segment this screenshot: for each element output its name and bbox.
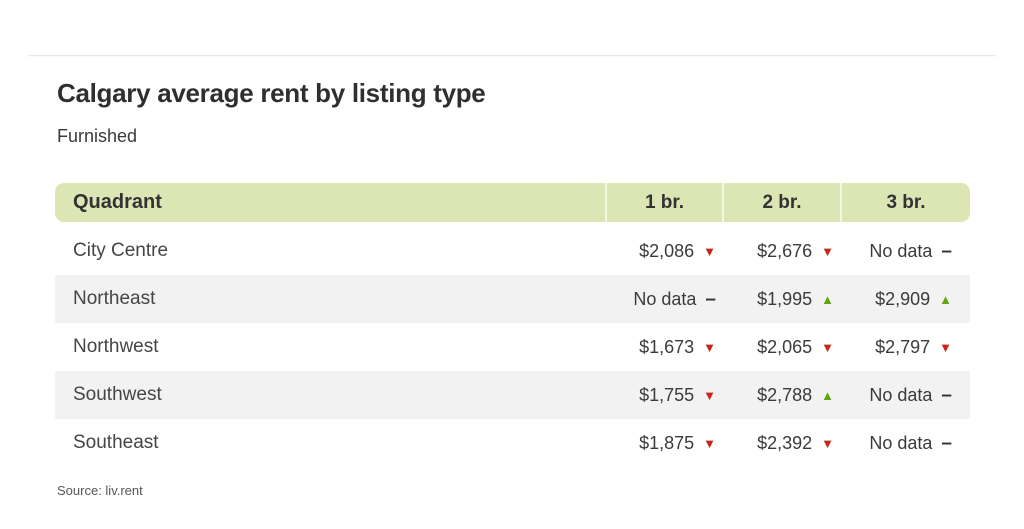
column-header-2br: 2 br. — [722, 183, 840, 222]
page-title: Calgary average rent by listing type — [57, 78, 486, 108]
column-header-3br: 3 br. — [840, 183, 970, 222]
rent-value-cell: $2,392 ▼ — [722, 419, 840, 467]
table-row: Northeast No data – $1,995 ▲ $2,909 ▲ — [55, 275, 970, 323]
trend-up-icon: ▲ — [939, 291, 952, 307]
rent-value: $1,875 — [639, 432, 695, 453]
quadrant-label: Southeast — [73, 432, 159, 453]
rent-value: $2,065 — [757, 336, 813, 357]
trend-down-icon: ▼ — [703, 339, 716, 355]
trend-down-icon: ▼ — [821, 339, 834, 355]
rent-value: $1,673 — [639, 336, 695, 357]
quadrant-label: City Centre — [73, 240, 169, 261]
table-header-row: Quadrant 1 br. 2 br. 3 br. — [55, 183, 970, 222]
rent-value-cell: $2,788 ▲ — [722, 371, 840, 419]
rent-value: $2,797 — [875, 336, 931, 357]
rent-value-cell: $1,875 ▼ — [605, 419, 722, 467]
rent-value: No data — [869, 240, 933, 261]
top-divider — [28, 55, 996, 56]
trend-down-icon: ▼ — [703, 243, 716, 259]
trend-down-icon: ▼ — [703, 435, 716, 451]
rent-value-cell: No data – — [840, 371, 970, 419]
page-subtitle: Furnished — [57, 126, 138, 146]
rent-value-cell: No data – — [840, 419, 970, 467]
table-row: Southeast $1,875 ▼ $2,392 ▼ No data – — [55, 419, 970, 467]
rent-value: $2,788 — [757, 384, 813, 405]
rent-value: $2,676 — [757, 240, 813, 261]
rent-table: Quadrant 1 br. 2 br. 3 br. City Centre $2… — [55, 183, 970, 467]
quadrant-label: Northeast — [73, 288, 156, 309]
table-row: City Centre $2,086 ▼ $2,676 ▼ No data – — [55, 227, 970, 275]
rent-value-cell: No data – — [840, 227, 970, 275]
rent-value-cell: No data – — [605, 275, 722, 323]
rent-value: $2,909 — [875, 288, 931, 309]
no-data-dash-icon: – — [941, 432, 952, 454]
source-note: Source: liv.rent — [57, 483, 143, 498]
column-header-1br: 1 br. — [605, 183, 722, 222]
trend-down-icon: ▼ — [703, 387, 716, 403]
rent-value: No data — [869, 384, 933, 405]
trend-up-icon: ▲ — [821, 387, 834, 403]
quadrant-label: Southwest — [73, 384, 162, 405]
rent-value-cell: $2,909 ▲ — [840, 275, 970, 323]
rent-value-cell: $2,065 ▼ — [722, 323, 840, 371]
rent-value-cell: $2,797 ▼ — [840, 323, 970, 371]
trend-down-icon: ▼ — [939, 339, 952, 355]
no-data-dash-icon: – — [941, 384, 952, 406]
rent-value: $2,086 — [639, 240, 695, 261]
rent-value-cell: $1,673 ▼ — [605, 323, 722, 371]
rent-value: $2,392 — [757, 432, 813, 453]
rent-value: No data — [633, 288, 697, 309]
no-data-dash-icon: – — [941, 240, 952, 262]
table-body: City Centre $2,086 ▼ $2,676 ▼ No data – Northea… — [55, 227, 970, 467]
table-row: Northwest $1,673 ▼ $2,065 ▼ $2,797 ▼ — [55, 323, 970, 371]
table-row: Southwest $1,755 ▼ $2,788 ▲ No data – — [55, 371, 970, 419]
trend-down-icon: ▼ — [821, 243, 834, 259]
trend-up-icon: ▲ — [821, 291, 834, 307]
trend-down-icon: ▼ — [821, 435, 834, 451]
column-header-quadrant: Quadrant — [73, 191, 162, 213]
rent-value-cell: $1,755 ▼ — [605, 371, 722, 419]
no-data-dash-icon: – — [705, 288, 716, 310]
rent-value: No data — [869, 432, 933, 453]
rent-value-cell: $1,995 ▲ — [722, 275, 840, 323]
rent-value: $1,995 — [757, 288, 813, 309]
rent-value: $1,755 — [639, 384, 695, 405]
rent-value-cell: $2,086 ▼ — [605, 227, 722, 275]
rent-value-cell: $2,676 ▼ — [722, 227, 840, 275]
quadrant-label: Northwest — [73, 336, 159, 357]
